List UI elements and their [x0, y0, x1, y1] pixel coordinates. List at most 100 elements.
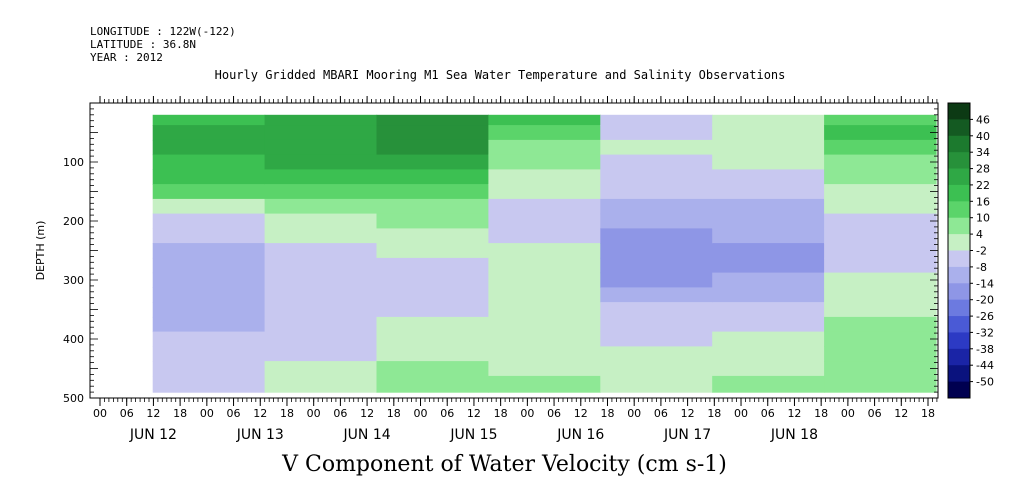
heatmap-cell — [600, 287, 713, 303]
x-tick-label: 18 — [600, 407, 614, 420]
heatmap-cell — [488, 228, 601, 244]
longitude-label: LONGITUDE : 122W(-122) — [90, 25, 236, 38]
colorbar-label: 28 — [976, 163, 990, 176]
x-tick-label: 00 — [414, 407, 428, 420]
x-tick-label: 00 — [627, 407, 641, 420]
x-tick-label: 18 — [494, 407, 508, 420]
heatmap-cell — [376, 154, 489, 170]
colorbar-label: 16 — [976, 195, 990, 208]
heatmap-cell — [600, 154, 713, 170]
heatmap-cell — [600, 213, 713, 229]
heatmap-cell — [824, 198, 937, 215]
heatmap-cell — [152, 361, 266, 377]
colorbar-swatch — [948, 103, 970, 120]
heatmap-cell — [712, 169, 825, 185]
x-tick-label: 00 — [200, 407, 214, 420]
heatmap-cell — [152, 198, 266, 215]
colorbar-label: 10 — [976, 212, 990, 225]
heatmap-cell — [264, 198, 378, 215]
x-day-label: JUN 14 — [343, 427, 391, 443]
heatmap-cell — [712, 375, 825, 393]
x-day-label: JUN 16 — [556, 427, 604, 443]
x-day-label: JUN 12 — [129, 427, 177, 443]
heatmap-cell — [376, 331, 489, 347]
heatmap-cell — [488, 346, 601, 362]
heatmap-cell — [376, 272, 489, 288]
heatmap-cell — [824, 154, 937, 170]
heatmap-cell — [488, 125, 601, 141]
heatmap-cell — [264, 331, 378, 347]
x-tick-label: 18 — [814, 407, 828, 420]
heatmap-cell — [264, 361, 378, 377]
heatmap — [152, 114, 937, 393]
x-tick-label: 18 — [707, 407, 721, 420]
heatmap-cell — [712, 346, 825, 362]
y-tick-label: 100 — [63, 156, 84, 169]
x-day-label: JUN 17 — [663, 427, 711, 443]
x-tick-label: 12 — [681, 407, 695, 420]
heatmap-cell — [376, 346, 489, 362]
heatmap-cell — [600, 228, 713, 244]
x-tick-label: 12 — [787, 407, 801, 420]
heatmap-cell — [600, 346, 713, 362]
heatmap-cell — [152, 257, 266, 274]
chart-title: Hourly Gridded MBARI Mooring M1 Sea Wate… — [214, 68, 786, 82]
heatmap-cell — [264, 257, 378, 274]
latitude-label: LATITUDE : 36.8N — [90, 38, 196, 51]
heatmap-cell — [264, 184, 378, 200]
x-tick-label: 18 — [387, 407, 401, 420]
x-tick-label: 00 — [841, 407, 855, 420]
heatmap-cell — [488, 272, 601, 288]
colorbar-label: 46 — [976, 113, 990, 126]
heatmap-cell — [264, 302, 378, 318]
colorbar-swatch — [948, 135, 970, 153]
heatmap-cell — [824, 302, 937, 318]
colorbar-swatch — [948, 201, 970, 219]
colorbar-swatch — [948, 283, 970, 301]
x-tick-label: 00 — [734, 407, 748, 420]
heatmap-cell — [712, 272, 825, 288]
heatmap-cell — [712, 198, 825, 215]
heatmap-cell — [824, 125, 937, 141]
colorbar-swatch — [948, 234, 970, 251]
heatmap-cell — [824, 331, 937, 347]
heatmap-cell — [152, 346, 266, 362]
heatmap-cell — [376, 213, 489, 229]
heatmap-cell — [264, 316, 378, 333]
heatmap-cell — [712, 257, 825, 274]
heatmap-cell — [488, 154, 601, 170]
heatmap-cell — [152, 331, 266, 347]
heatmap-cell — [152, 272, 266, 288]
x-tick-label: 18 — [921, 407, 935, 420]
heatmap-cell — [376, 198, 489, 215]
heatmap-cell — [488, 169, 601, 185]
heatmap-cell — [376, 114, 489, 126]
heatmap-cell — [824, 272, 937, 288]
heatmap-cell — [712, 316, 825, 333]
heatmap-cell — [824, 243, 937, 259]
colorbar-swatch — [948, 217, 970, 235]
heatmap-cell — [712, 114, 825, 126]
x-tick-label: 06 — [120, 407, 134, 420]
colorbar-label: -50 — [976, 376, 994, 389]
heatmap-cell — [488, 361, 601, 377]
colorbar-label: 40 — [976, 130, 990, 143]
colorbar-swatch — [948, 365, 970, 383]
heatmap-cell — [488, 302, 601, 318]
heatmap-cell — [712, 302, 825, 318]
heatmap-cell — [824, 316, 937, 333]
x-tick-label: 12 — [146, 407, 160, 420]
colorbar-swatch — [948, 168, 970, 186]
heatmap-cell — [712, 331, 825, 347]
heatmap-cell — [600, 243, 713, 259]
heatmap-cell — [712, 213, 825, 229]
heatmap-cell — [712, 184, 825, 200]
heatmap-cell — [488, 213, 601, 229]
heatmap-cell — [264, 243, 378, 259]
heatmap-cell — [488, 139, 601, 156]
x-tick-label: 00 — [307, 407, 321, 420]
colorbar-label: 22 — [976, 179, 990, 192]
x-tick-label: 18 — [173, 407, 187, 420]
heatmap-cell — [824, 287, 937, 303]
heatmap-cell — [712, 361, 825, 377]
